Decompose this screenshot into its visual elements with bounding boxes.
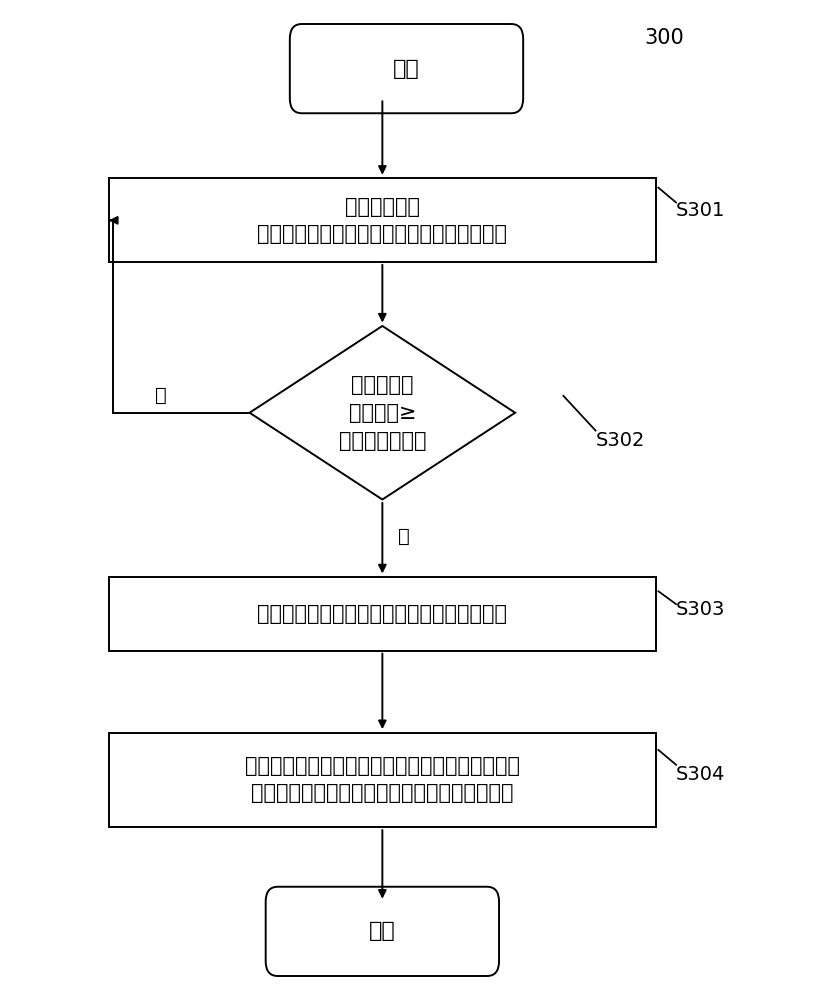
FancyBboxPatch shape [289, 24, 524, 113]
Text: S302: S302 [596, 431, 645, 450]
Text: 否: 否 [155, 386, 167, 405]
Text: S304: S304 [676, 765, 725, 784]
Bar [109, 577, 656, 651]
FancyBboxPatch shape [266, 887, 499, 976]
Text: 数值矩阵中
的最大值≥
预设启动阈值？: 数值矩阵中 的最大值≥ 预设启动阈值？ [338, 375, 426, 451]
Bar [109, 178, 656, 262]
Text: 300: 300 [644, 28, 684, 48]
Text: S303: S303 [676, 600, 725, 619]
Text: 将数值矩阵作为输入提供给涌流检测神经网络: 将数值矩阵作为输入提供给涌流检测神经网络 [258, 604, 507, 624]
Text: 由涌流检测神经网络计算并输出对应于数值矩阵的
标签向量，该标签向量指示电流信号是否为涌流: 由涌流检测神经网络计算并输出对应于数值矩阵的 标签向量，该标签向量指示电流信号是… [245, 756, 520, 803]
Text: 是: 是 [398, 527, 411, 546]
Text: 对变压器的电
流信号的至少一部分进行采样以获得数值矩阵: 对变压器的电 流信号的至少一部分进行采样以获得数值矩阵 [258, 197, 507, 244]
Bar [109, 733, 656, 827]
Polygon shape [250, 326, 515, 500]
Text: 结束: 结束 [369, 921, 396, 941]
Text: S301: S301 [676, 201, 725, 220]
Text: 开始: 开始 [393, 59, 420, 79]
